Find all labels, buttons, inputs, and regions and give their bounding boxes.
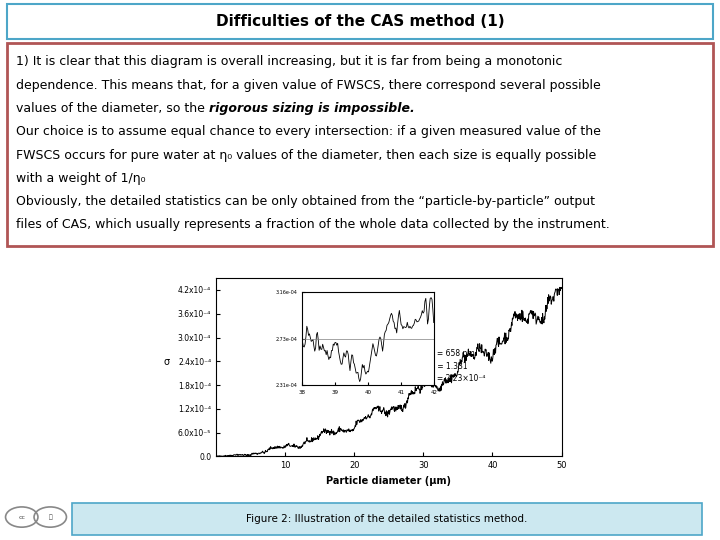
Text: rigorous sizing is impossible.: rigorous sizing is impossible.: [209, 102, 414, 115]
Text: Our choice is to assume equal chance to every intersection: if a given measured : Our choice is to assume equal chance to …: [16, 125, 600, 138]
X-axis label: Particle diameter (μm): Particle diameter (μm): [326, 476, 451, 485]
Text: values of the diameter, so the: values of the diameter, so the: [16, 102, 209, 115]
Text: Obviously, the detailed statistics can be only obtained from the “particle-by-pa: Obviously, the detailed statistics can b…: [16, 195, 595, 208]
Text: Figure 2: Illustration of the detailed statistics method.: Figure 2: Illustration of the detailed s…: [246, 514, 528, 524]
Text: Difficulties of the CAS method (1): Difficulties of the CAS method (1): [216, 14, 504, 29]
Text: cc: cc: [18, 515, 25, 519]
FancyBboxPatch shape: [72, 503, 702, 535]
Text: 1) It is clear that this diagram is overall increasing, but it is far from being: 1) It is clear that this diagram is over…: [16, 56, 562, 69]
Text: files of CAS, which usually represents a fraction of the whole data collected by: files of CAS, which usually represents a…: [16, 218, 609, 231]
FancyBboxPatch shape: [7, 4, 713, 39]
Text: ⓘ: ⓘ: [48, 514, 52, 520]
Text: dependence. This means that, for a given value of FWSCS, there correspond severa: dependence. This means that, for a given…: [16, 79, 600, 92]
Y-axis label: σ: σ: [163, 357, 170, 367]
Text: λ = 658 nm
n = 1.331
k = 2.23×10⁻⁴: λ = 658 nm n = 1.331 k = 2.23×10⁻⁴: [431, 349, 486, 383]
Text: FWSCS occurs for pure water at η₀ values of the diameter, then each size is equa: FWSCS occurs for pure water at η₀ values…: [16, 148, 596, 161]
Text: with a weight of 1/η₀: with a weight of 1/η₀: [16, 172, 145, 185]
FancyBboxPatch shape: [7, 43, 713, 246]
